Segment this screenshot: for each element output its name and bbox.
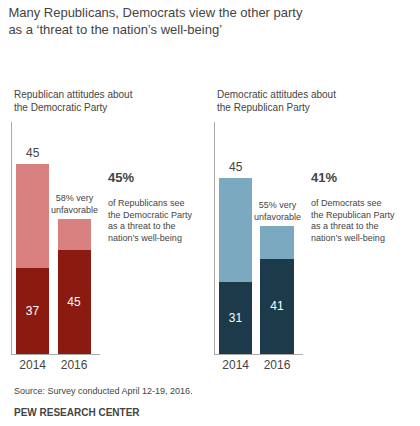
svg-text:45: 45 bbox=[229, 160, 243, 174]
svg-text:2014: 2014 bbox=[19, 358, 46, 372]
svg-text:45%: 45% bbox=[108, 170, 134, 185]
svg-text:45: 45 bbox=[67, 295, 81, 309]
svg-text:55% veryunfavorable: 55% veryunfavorable bbox=[254, 200, 301, 222]
svg-text:Democratic attitudes aboutthe: Democratic attitudes aboutthe Republican… bbox=[217, 89, 336, 113]
svg-text:PEW RESEARCH CENTER: PEW RESEARCH CENTER bbox=[14, 407, 140, 418]
svg-text:2014: 2014 bbox=[222, 358, 249, 372]
svg-text:of Democrats seethe Republican: of Democrats seethe Republican Partyas a… bbox=[311, 198, 395, 243]
svg-text:of Republicans seethe Democrat: of Republicans seethe Democratic Partyas… bbox=[108, 198, 193, 243]
svg-text:37: 37 bbox=[26, 304, 40, 318]
svg-text:Republican attitudes aboutthe: Republican attitudes aboutthe Democratic… bbox=[14, 89, 133, 113]
svg-text:41: 41 bbox=[270, 299, 284, 313]
svg-text:41%: 41% bbox=[311, 170, 337, 185]
svg-text:2016: 2016 bbox=[61, 358, 88, 372]
svg-text:58% veryunfavorable: 58% veryunfavorable bbox=[51, 193, 98, 215]
svg-text:Many Republicans, Democrats vi: Many Republicans, Democrats view the oth… bbox=[8, 5, 303, 37]
svg-text:Source: Survey conducted April: Source: Survey conducted April 12-19, 20… bbox=[14, 386, 193, 396]
svg-text:31: 31 bbox=[229, 311, 243, 325]
svg-text:45: 45 bbox=[26, 146, 40, 160]
svg-text:2016: 2016 bbox=[264, 358, 291, 372]
